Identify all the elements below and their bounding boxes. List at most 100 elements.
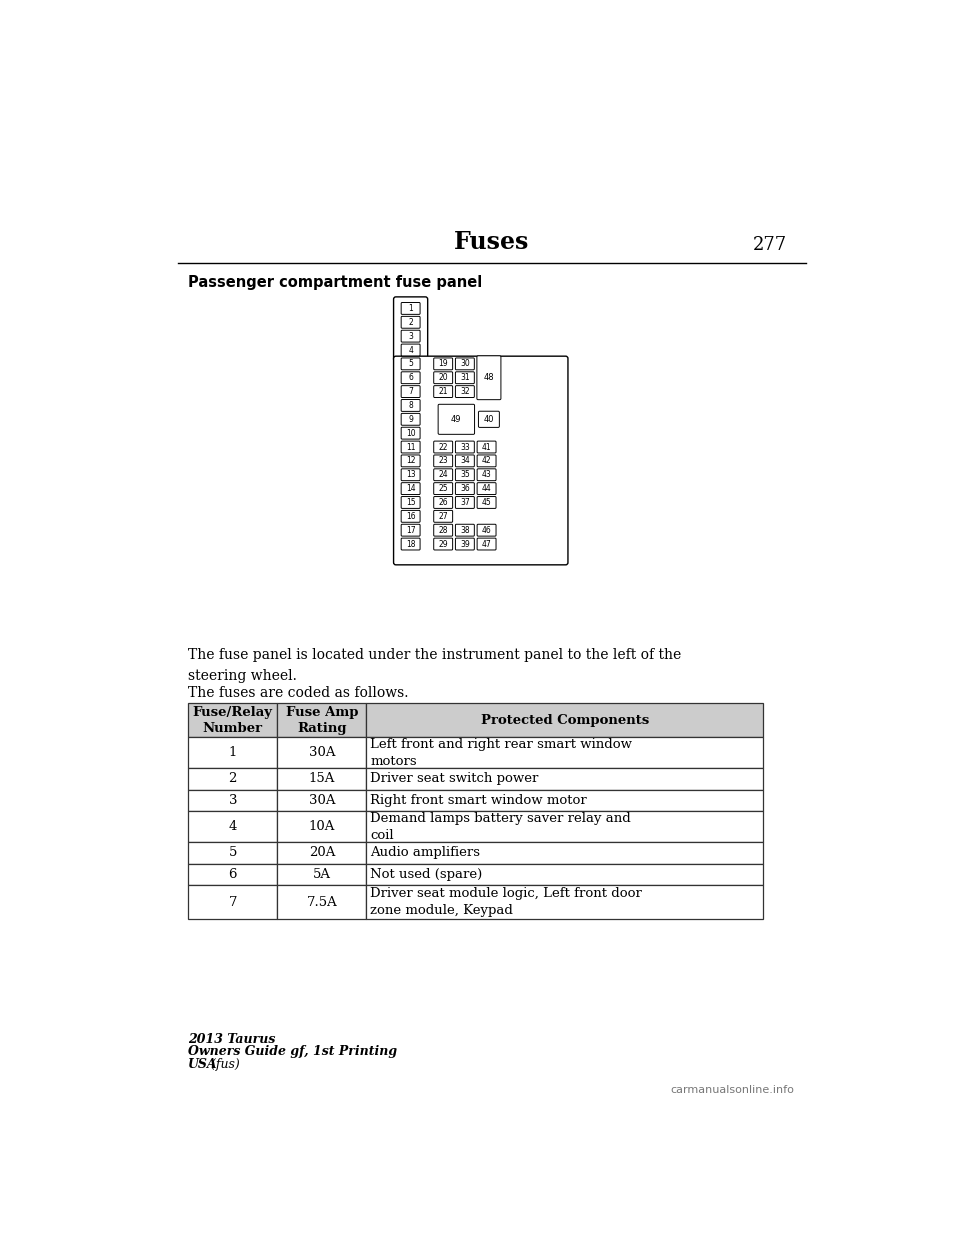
FancyBboxPatch shape — [455, 538, 474, 550]
FancyBboxPatch shape — [401, 510, 420, 522]
FancyBboxPatch shape — [455, 358, 474, 370]
Bar — [188, 863, 277, 886]
Text: 31: 31 — [460, 374, 469, 383]
Text: The fuse panel is located under the instrument panel to the left of the
steering: The fuse panel is located under the inst… — [188, 648, 682, 683]
Text: 35: 35 — [460, 471, 469, 479]
Text: 32: 32 — [460, 388, 469, 396]
FancyBboxPatch shape — [477, 483, 496, 494]
Text: 28: 28 — [439, 525, 448, 535]
Bar — [188, 886, 277, 919]
FancyBboxPatch shape — [434, 510, 452, 522]
FancyBboxPatch shape — [394, 356, 568, 565]
Text: Protected Components: Protected Components — [481, 714, 649, 727]
Text: Driver seat module logic, Left front door
zone module, Keypad: Driver seat module logic, Left front doo… — [371, 887, 642, 917]
Text: The fuses are coded as follows.: The fuses are coded as follows. — [188, 686, 409, 699]
Text: 26: 26 — [439, 498, 448, 507]
Bar — [367, 842, 763, 863]
FancyBboxPatch shape — [434, 468, 452, 481]
Text: 20: 20 — [439, 374, 448, 383]
FancyBboxPatch shape — [401, 455, 420, 467]
Text: 6: 6 — [228, 868, 237, 881]
Text: 2: 2 — [228, 773, 237, 785]
Text: 13: 13 — [406, 471, 416, 479]
FancyBboxPatch shape — [401, 468, 420, 481]
Text: 17: 17 — [406, 525, 416, 535]
Bar — [277, 886, 367, 919]
Bar — [367, 768, 763, 790]
Text: 5A: 5A — [313, 868, 331, 881]
FancyBboxPatch shape — [455, 497, 474, 508]
Bar — [188, 703, 277, 738]
Text: 4: 4 — [408, 345, 413, 354]
Text: 7: 7 — [228, 895, 237, 909]
Bar — [277, 768, 367, 790]
Text: Driver seat switch power: Driver seat switch power — [371, 773, 539, 785]
FancyBboxPatch shape — [477, 538, 496, 550]
Text: 37: 37 — [460, 498, 469, 507]
Text: Right front smart window motor: Right front smart window motor — [371, 794, 588, 807]
FancyBboxPatch shape — [401, 427, 420, 440]
Text: (fus): (fus) — [206, 1058, 240, 1071]
FancyBboxPatch shape — [401, 317, 420, 328]
FancyBboxPatch shape — [434, 455, 452, 467]
FancyBboxPatch shape — [455, 483, 474, 494]
Text: 39: 39 — [460, 539, 469, 549]
Bar — [277, 790, 367, 811]
Text: 47: 47 — [482, 539, 492, 549]
Text: 48: 48 — [484, 374, 494, 383]
FancyBboxPatch shape — [401, 358, 420, 370]
Text: 18: 18 — [406, 539, 416, 549]
FancyBboxPatch shape — [394, 297, 427, 361]
FancyBboxPatch shape — [434, 524, 452, 537]
Text: Fuse Amp
Rating: Fuse Amp Rating — [286, 705, 358, 735]
Text: USA: USA — [188, 1058, 218, 1071]
Text: 5: 5 — [408, 359, 413, 369]
FancyBboxPatch shape — [455, 386, 474, 397]
FancyBboxPatch shape — [477, 524, 496, 537]
Text: 30: 30 — [460, 359, 469, 369]
Text: 3: 3 — [408, 332, 413, 340]
FancyBboxPatch shape — [477, 355, 501, 400]
Bar — [188, 768, 277, 790]
Text: 21: 21 — [439, 388, 448, 396]
Bar — [367, 703, 763, 738]
Text: Audio amplifiers: Audio amplifiers — [371, 846, 480, 859]
Text: 44: 44 — [482, 484, 492, 493]
FancyBboxPatch shape — [401, 483, 420, 494]
FancyBboxPatch shape — [455, 468, 474, 481]
Text: 34: 34 — [460, 456, 469, 466]
Text: 1: 1 — [408, 304, 413, 313]
Text: 38: 38 — [460, 525, 469, 535]
Text: Not used (spare): Not used (spare) — [371, 868, 483, 881]
Text: carmanualsonline.info: carmanualsonline.info — [670, 1084, 794, 1094]
Text: 14: 14 — [406, 484, 416, 493]
Text: 46: 46 — [482, 525, 492, 535]
Text: 22: 22 — [439, 442, 448, 452]
FancyBboxPatch shape — [438, 405, 474, 435]
Text: 16: 16 — [406, 512, 416, 520]
Text: 24: 24 — [439, 471, 448, 479]
FancyBboxPatch shape — [401, 524, 420, 537]
Text: 45: 45 — [482, 498, 492, 507]
Text: 1: 1 — [228, 746, 237, 759]
FancyBboxPatch shape — [401, 400, 420, 411]
Text: 33: 33 — [460, 442, 469, 452]
Bar — [188, 842, 277, 863]
Text: Fuse/Relay
Number: Fuse/Relay Number — [193, 705, 273, 735]
Text: 7: 7 — [408, 388, 413, 396]
Bar — [367, 863, 763, 886]
Text: 9: 9 — [408, 415, 413, 424]
Text: 27: 27 — [439, 512, 448, 520]
Text: 10: 10 — [406, 428, 416, 437]
Text: 15: 15 — [406, 498, 416, 507]
FancyBboxPatch shape — [401, 330, 420, 342]
FancyBboxPatch shape — [401, 344, 420, 356]
Text: 29: 29 — [439, 539, 448, 549]
Text: 8: 8 — [408, 401, 413, 410]
Text: 25: 25 — [439, 484, 448, 493]
Text: 20A: 20A — [309, 846, 335, 859]
FancyBboxPatch shape — [401, 497, 420, 508]
Bar — [367, 790, 763, 811]
Bar — [277, 863, 367, 886]
Text: 7.5A: 7.5A — [306, 895, 337, 909]
